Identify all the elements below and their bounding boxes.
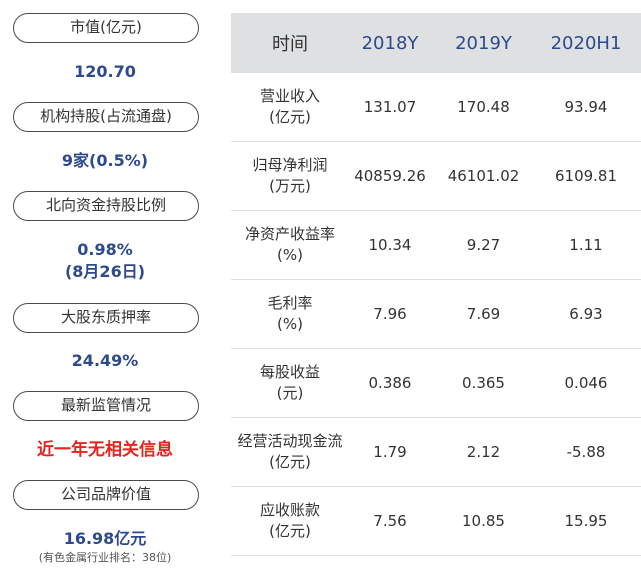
cell-2019: 2.12	[466, 443, 501, 461]
regulatory-status-value: 近一年无相关信息	[37, 440, 173, 460]
table-row: 经营活动现金流 (亿元) 1.79 2.12 -5.88	[231, 418, 641, 487]
institutional-holding-label: 机构持股(占流通盘)	[13, 102, 199, 132]
financial-table: 时间 2018Y 2019Y 2020H1 营业收入 (亿元) 131.07 17…	[231, 13, 641, 558]
cell-2020h1: 6.93	[569, 305, 603, 323]
cell-2018: 0.386	[368, 374, 412, 392]
table-row: 每股收益 (元) 0.386 0.365 0.046	[231, 349, 641, 418]
cell-2019: 46101.02	[447, 167, 520, 185]
cell-2020h1: -5.88	[566, 443, 606, 461]
cell-2019: 9.27	[466, 236, 501, 254]
row-label: 应收账款 (亿元)	[259, 501, 320, 540]
cell-2018: 40859.26	[354, 167, 426, 185]
cell-2020h1: 0.046	[564, 374, 608, 392]
header-2019: 2019Y	[455, 32, 512, 54]
table-header: 时间 2018Y 2019Y 2020H1	[231, 13, 641, 73]
cell-2018: 7.56	[373, 512, 407, 530]
regulatory-status-label: 最新监管情况	[13, 391, 199, 421]
brand-value-rank-note: (有色金属行业排名：38位)	[38, 551, 172, 564]
header-2020h1: 2020H1	[550, 32, 622, 54]
pledge-ratio-value: 24.49%	[71, 351, 139, 370]
header-2018: 2018Y	[361, 32, 419, 54]
cell-2018: 7.96	[373, 305, 407, 323]
cell-2018: 10.34	[368, 236, 412, 254]
cell-2020h1: 93.94	[564, 98, 608, 116]
cell-2019: 10.85	[462, 512, 505, 530]
cell-2018: 1.79	[373, 443, 407, 461]
row-label: 净资产收益率 (%)	[244, 225, 335, 264]
institutional-holding-value: 9家(0.5%)	[61, 151, 149, 170]
cell-2019: 7.69	[466, 305, 501, 323]
table-row: 营业收入 (亿元) 131.07 170.48 93.94	[231, 73, 641, 142]
cell-2020h1: 1.11	[569, 236, 603, 254]
table-row: 毛利率 (%) 7.96 7.69 6.93	[231, 280, 641, 349]
table-row: 净资产收益率 (%) 10.34 9.27 1.11	[231, 211, 641, 280]
pledge-ratio-label: 大股东质押率	[13, 303, 199, 333]
northbound-ratio-date: (8月26日)	[64, 262, 146, 281]
header-period: 时间	[272, 34, 308, 55]
market-cap-value: 120.70	[74, 62, 136, 81]
northbound-ratio-value: 0.98%	[77, 240, 133, 259]
northbound-ratio-label: 北向资金持股比例	[13, 191, 199, 221]
row-label: 每股收益 (元)	[259, 363, 320, 402]
market-cap-label: 市值(亿元)	[13, 13, 199, 43]
cell-2018: 131.07	[363, 98, 417, 116]
cell-2019: 0.365	[462, 374, 505, 392]
stock-summary-panel: 市值(亿元) 120.70 机构持股(占流通盘) 9家(0.5%) 北向资金持股…	[0, 0, 210, 579]
cell-2020h1: 15.95	[564, 512, 608, 530]
table-row: 应收账款 (亿元) 7.56 10.85 15.95	[231, 487, 641, 556]
cell-2020h1: 6109.81	[554, 167, 618, 185]
table-row: 归母净利润 (万元) 40859.26 46101.02 6109.81	[231, 142, 641, 211]
row-label: 归母净利润 (万元)	[252, 156, 328, 195]
brand-value-label: 公司品牌价值	[13, 480, 199, 510]
row-label: 毛利率 (%)	[267, 294, 313, 333]
brand-value-value: 16.98亿元	[63, 529, 147, 548]
row-label: 经营活动现金流 (亿元)	[237, 432, 343, 471]
row-label: 营业收入 (亿元)	[259, 87, 320, 126]
cell-2019: 170.48	[457, 98, 510, 116]
